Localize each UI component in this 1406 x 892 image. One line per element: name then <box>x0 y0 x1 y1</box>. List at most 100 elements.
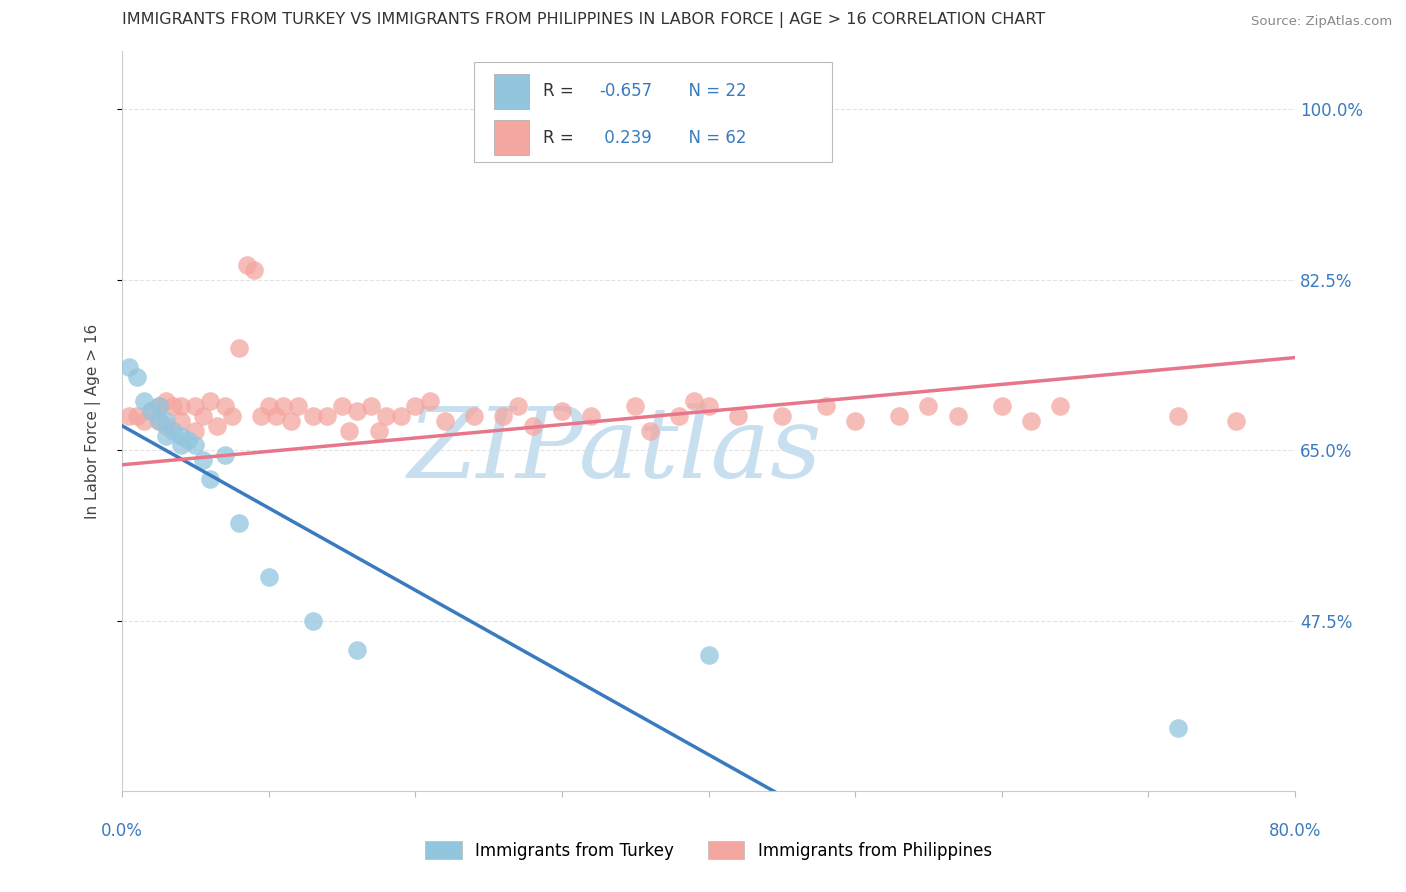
Point <box>170 400 193 414</box>
Point <box>162 424 184 438</box>
Point <box>184 400 207 414</box>
Point <box>125 409 148 423</box>
Point <box>697 648 720 662</box>
Text: N = 62: N = 62 <box>678 128 747 146</box>
Text: R =: R = <box>543 128 579 146</box>
Point <box>148 400 170 414</box>
Point <box>330 400 353 414</box>
Point <box>207 418 229 433</box>
Point <box>991 400 1014 414</box>
Point <box>360 400 382 414</box>
Point <box>419 394 441 409</box>
Point <box>170 428 193 442</box>
Text: 0.0%: 0.0% <box>101 822 143 840</box>
Point <box>280 414 302 428</box>
Text: R =: R = <box>543 82 579 101</box>
Point <box>522 418 544 433</box>
Point <box>337 424 360 438</box>
Point <box>727 409 749 423</box>
Text: Source: ZipAtlas.com: Source: ZipAtlas.com <box>1251 15 1392 29</box>
Point <box>389 409 412 423</box>
Point <box>134 394 156 409</box>
Bar <box>494 74 529 109</box>
Point <box>375 409 398 423</box>
Point <box>141 404 163 418</box>
Text: 0.239: 0.239 <box>599 128 652 146</box>
Point <box>118 409 141 423</box>
Point <box>844 414 866 428</box>
Point <box>177 434 200 448</box>
Text: 80.0%: 80.0% <box>1268 822 1322 840</box>
Text: IMMIGRANTS FROM TURKEY VS IMMIGRANTS FROM PHILIPPINES IN LABOR FORCE | AGE > 16 : IMMIGRANTS FROM TURKEY VS IMMIGRANTS FRO… <box>122 12 1046 29</box>
Point <box>404 400 426 414</box>
Legend: Immigrants from Turkey, Immigrants from Philippines: Immigrants from Turkey, Immigrants from … <box>418 833 1000 868</box>
Point <box>683 394 706 409</box>
Text: -0.657: -0.657 <box>599 82 652 101</box>
Point <box>346 404 368 418</box>
Point <box>1167 409 1189 423</box>
Point <box>155 418 177 433</box>
Point <box>1225 414 1247 428</box>
Point <box>155 414 177 428</box>
Point <box>228 516 250 531</box>
Point <box>506 400 529 414</box>
Point <box>214 448 236 462</box>
Point <box>198 472 221 486</box>
Point <box>287 400 309 414</box>
Point <box>148 414 170 428</box>
Point <box>170 414 193 428</box>
Point <box>492 409 515 423</box>
Point <box>1019 414 1042 428</box>
Point <box>257 570 280 584</box>
Point <box>946 409 969 423</box>
Point <box>148 414 170 428</box>
Point <box>214 400 236 414</box>
Point <box>668 409 690 423</box>
Point <box>624 400 647 414</box>
Point <box>170 438 193 452</box>
Point <box>118 360 141 375</box>
Point <box>221 409 243 423</box>
Point <box>346 643 368 657</box>
Point <box>581 409 603 423</box>
Point <box>301 614 323 628</box>
Point <box>198 394 221 409</box>
Point <box>184 438 207 452</box>
Point <box>433 414 456 428</box>
Point <box>191 409 214 423</box>
Point <box>184 424 207 438</box>
Point <box>148 400 170 414</box>
Point <box>250 409 273 423</box>
Point <box>1167 721 1189 735</box>
Point <box>155 394 177 409</box>
Point <box>155 428 177 442</box>
Text: ZIPatlas: ZIPatlas <box>408 403 823 499</box>
Point <box>770 409 793 423</box>
Point <box>301 409 323 423</box>
FancyBboxPatch shape <box>474 62 832 161</box>
Point <box>551 404 574 418</box>
Point <box>917 400 939 414</box>
Point <box>814 400 837 414</box>
Point <box>125 370 148 384</box>
Point <box>228 341 250 355</box>
Text: N = 22: N = 22 <box>678 82 747 101</box>
Point <box>1049 400 1071 414</box>
Point <box>463 409 485 423</box>
Point <box>257 400 280 414</box>
Point <box>191 453 214 467</box>
Bar <box>494 120 529 155</box>
Point <box>316 409 339 423</box>
Point <box>243 263 266 277</box>
Point <box>273 400 295 414</box>
Point <box>134 414 156 428</box>
Point <box>638 424 661 438</box>
Point <box>162 400 184 414</box>
Point <box>889 409 911 423</box>
Point <box>264 409 287 423</box>
Point <box>141 404 163 418</box>
Point <box>367 424 389 438</box>
Y-axis label: In Labor Force | Age > 16: In Labor Force | Age > 16 <box>86 323 101 518</box>
Point <box>697 400 720 414</box>
Point <box>235 258 257 272</box>
